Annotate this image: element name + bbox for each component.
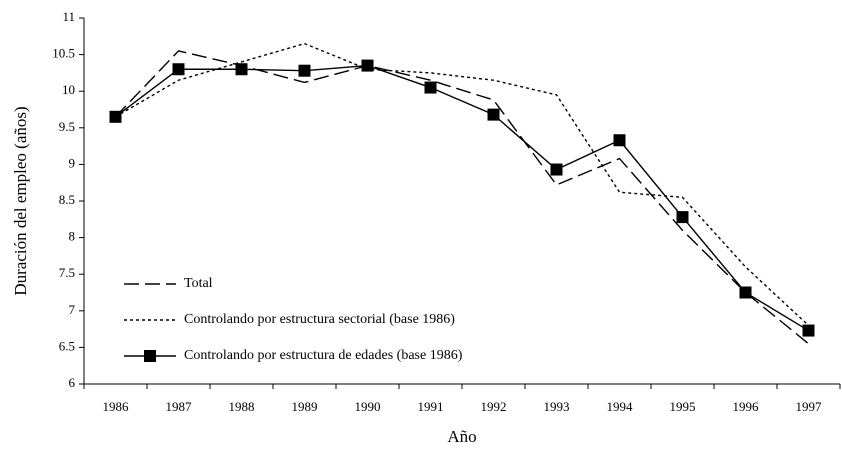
x-tick-label: 1992 <box>481 399 507 414</box>
x-tick-label: 1995 <box>670 399 696 414</box>
y-tick-label: 9.5 <box>59 119 75 134</box>
series-line <box>115 42 809 326</box>
series-marker <box>109 110 122 123</box>
y-tick-label: 7.5 <box>59 265 75 280</box>
series-marker <box>676 211 689 224</box>
series-marker <box>172 63 185 76</box>
series-marker <box>235 63 248 76</box>
x-tick-label: 1989 <box>292 399 318 414</box>
x-tick-label: 1988 <box>229 399 255 414</box>
x-tick-label: 1987 <box>166 399 193 414</box>
y-axis-title: Duración del empleo (años) <box>11 106 30 295</box>
series-marker <box>424 81 437 94</box>
legend-marker <box>144 350 156 362</box>
y-tick-label: 7 <box>69 302 76 317</box>
series-marker <box>487 108 500 121</box>
y-tick-label: 6 <box>69 375 76 390</box>
x-tick-label: 1986 <box>103 399 130 414</box>
series-line <box>114 50 809 345</box>
series-marker <box>613 134 626 147</box>
x-tick-label: 1997 <box>796 399 823 414</box>
series-marker <box>361 59 374 72</box>
x-tick-label: 1996 <box>733 399 760 414</box>
series-marker <box>550 163 563 176</box>
series-marker <box>298 64 311 77</box>
y-tick-label: 10.5 <box>52 46 75 61</box>
y-tick-label: 9 <box>69 155 76 170</box>
x-axis-title: Año <box>447 427 476 446</box>
series-line <box>115 64 809 332</box>
y-tick-label: 11 <box>62 9 75 24</box>
y-tick-label: 8.5 <box>59 192 75 207</box>
y-tick-label: 6.5 <box>59 338 75 353</box>
x-tick-label: 1994 <box>607 399 634 414</box>
series-marker <box>802 324 815 337</box>
legend-text: Controlando por estructura de edades (ba… <box>184 348 463 363</box>
legend-text: Total <box>184 276 213 291</box>
series-marker <box>739 286 752 299</box>
x-tick-label: 1993 <box>544 399 570 414</box>
y-tick-label: 8 <box>69 229 76 244</box>
x-tick-label: 1991 <box>418 399 444 414</box>
legend-text: Controlando por estructura sectorial (ba… <box>184 312 455 327</box>
x-tick-label: 1990 <box>355 399 381 414</box>
y-tick-label: 10 <box>62 82 75 97</box>
